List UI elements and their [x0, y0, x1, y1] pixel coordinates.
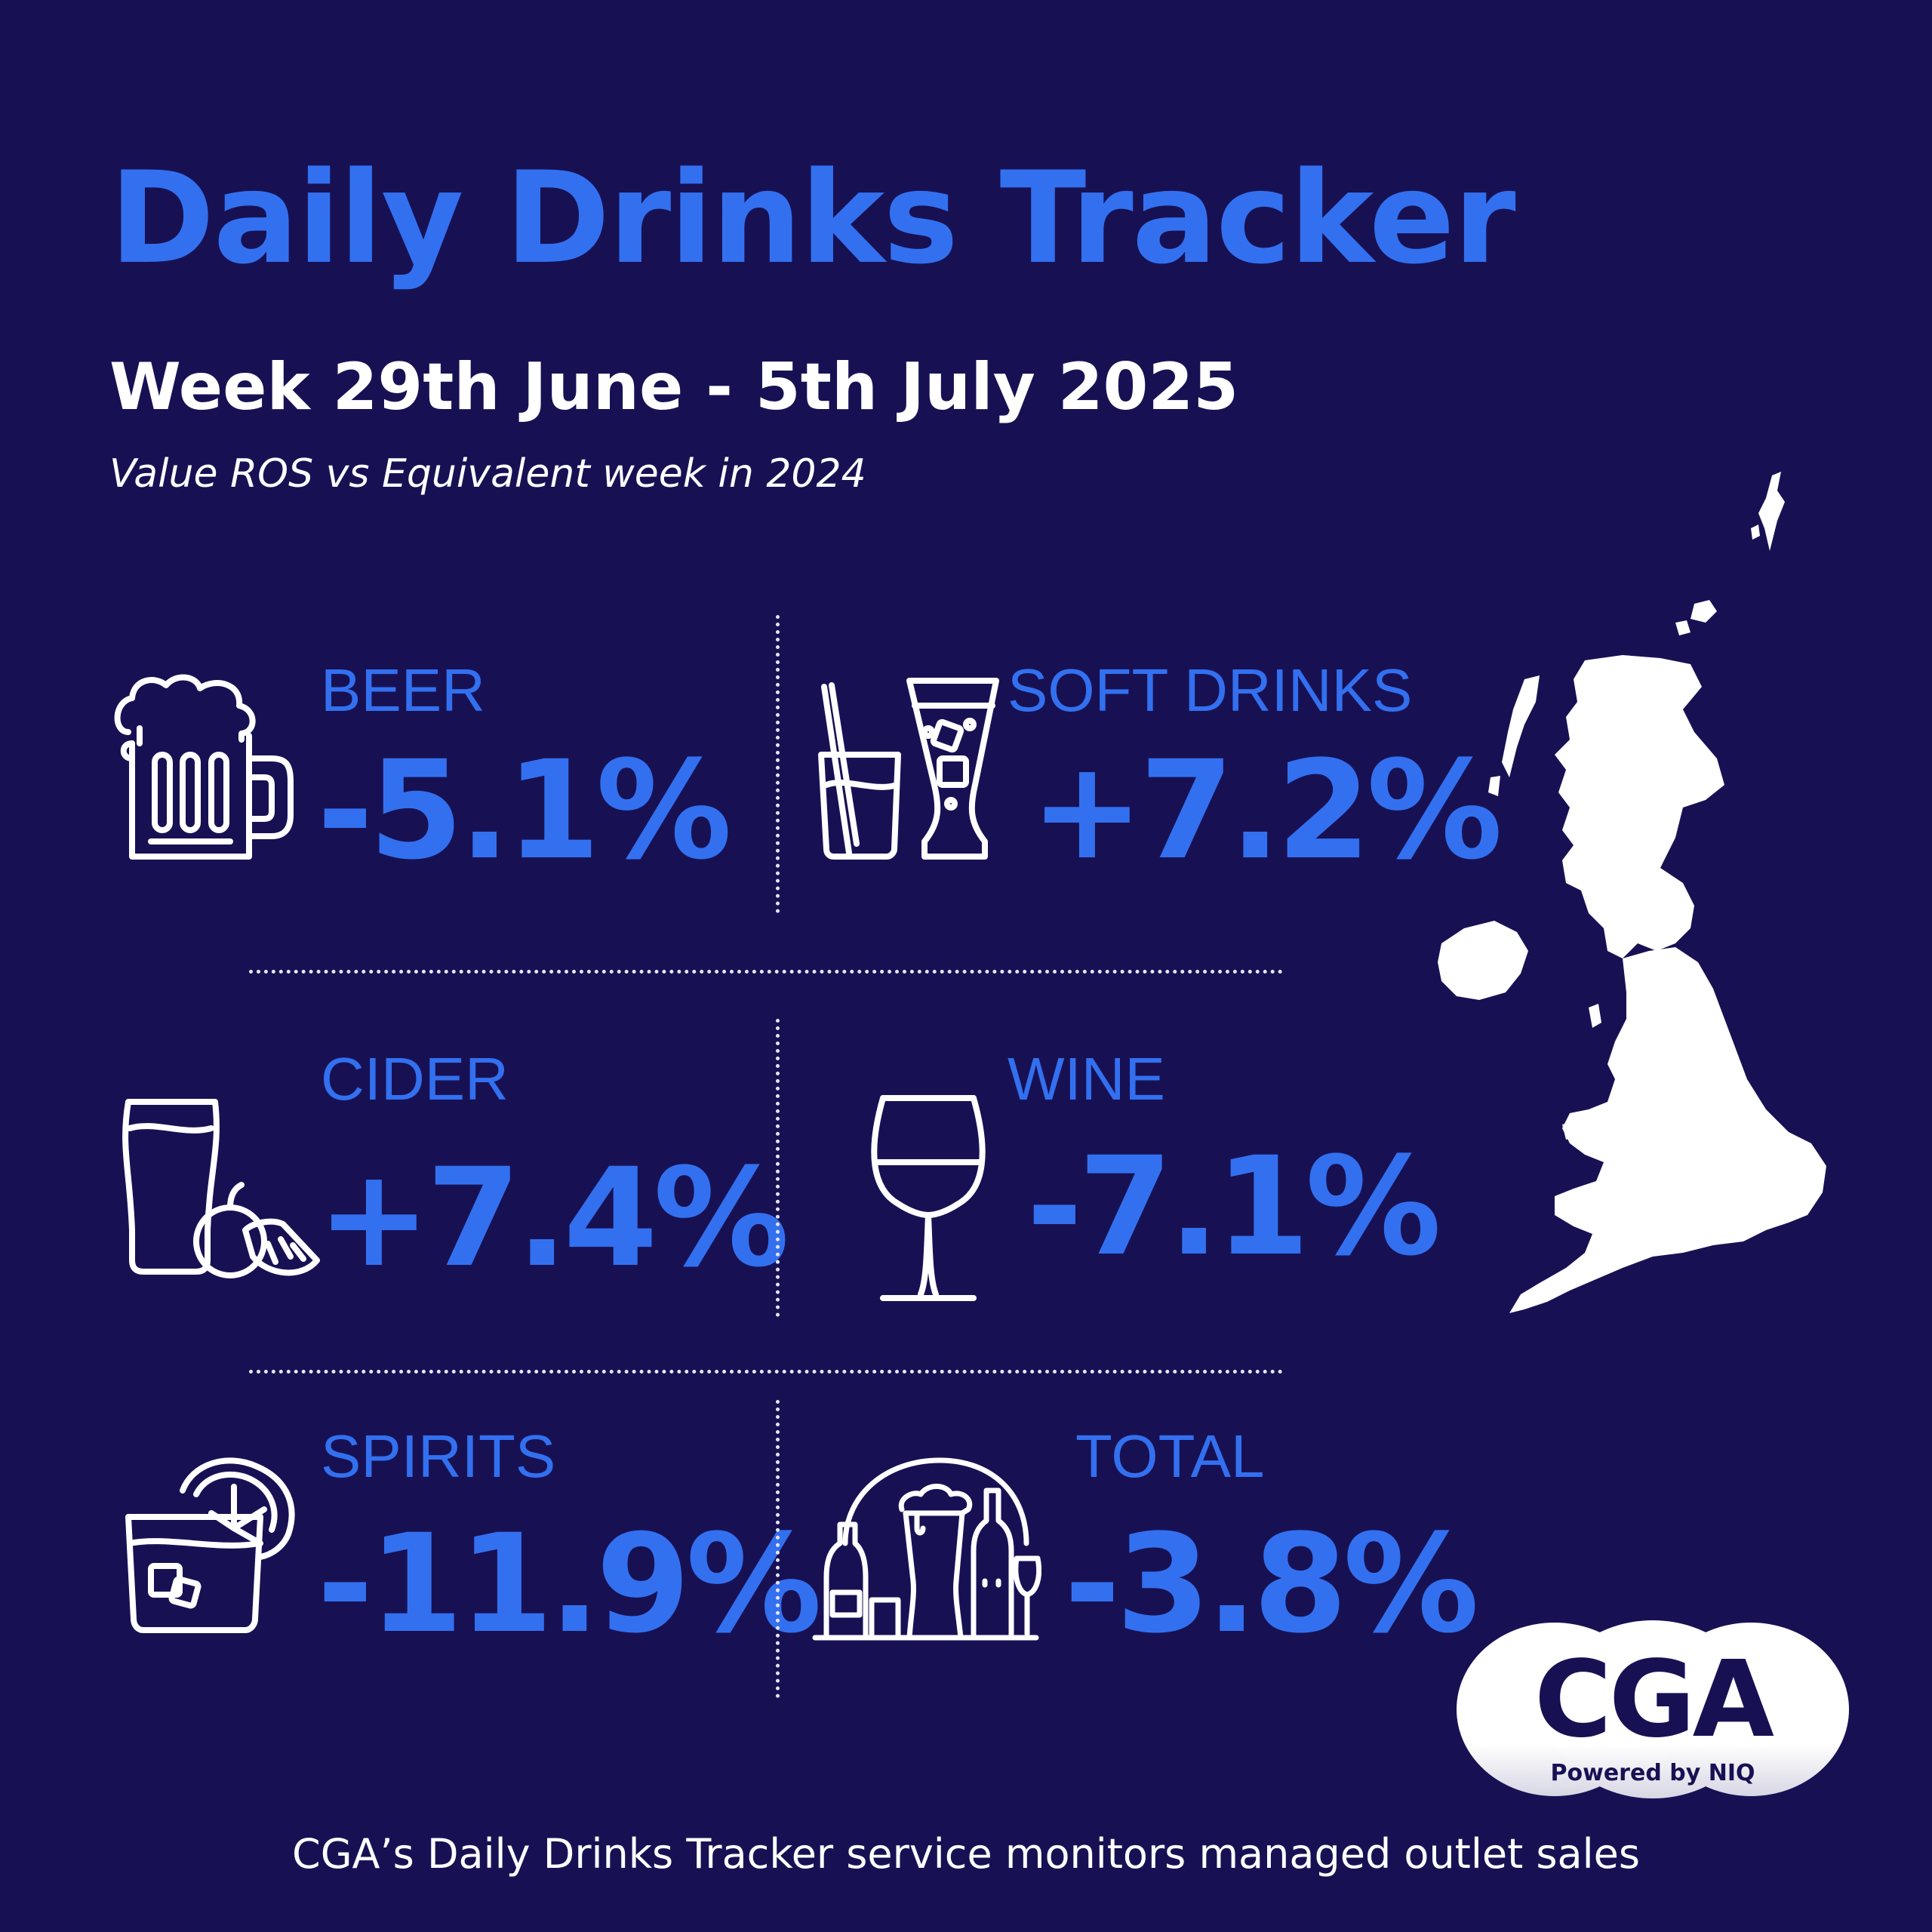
footer-note: CGA’s Daily Drinks Tracker service monit…	[291, 1830, 1640, 1878]
divider-horizontal-1	[249, 970, 1283, 974]
wine-value: -7.1%	[1026, 1128, 1441, 1286]
cider-value: +7.4%	[317, 1140, 789, 1297]
wine-label: WINE	[1008, 1045, 1165, 1112]
soft-drinks-value: +7.2%	[1030, 732, 1503, 890]
cider-glass-icon	[121, 1094, 325, 1283]
drinks-collection-icon	[811, 1453, 1041, 1645]
cider-label: CIDER	[321, 1045, 509, 1112]
total-label: TOTAL	[1075, 1423, 1265, 1490]
wine-glass-icon	[868, 1091, 989, 1306]
uk-map-icon	[1434, 460, 1909, 1331]
week-range: Week 29th June - 5th July 2025	[109, 349, 1239, 425]
divider-vertical-row3	[776, 1400, 780, 1698]
page-title: Daily Drinks Tracker	[109, 144, 1516, 292]
beer-label: BEER	[321, 657, 485, 724]
logo-tagline: Powered by NIQ	[1550, 1760, 1755, 1786]
spirits-label: SPIRITS	[321, 1423, 556, 1490]
divider-vertical-row2	[776, 1019, 780, 1317]
divider-horizontal-2	[249, 1370, 1283, 1374]
divider-vertical-row1	[776, 615, 780, 913]
soft-drinks-icon	[815, 672, 1000, 860]
cga-logo: CGA Powered by NIQ	[1453, 1619, 1853, 1800]
total-value: -3.8%	[1064, 1506, 1479, 1663]
spirits-glass-icon	[121, 1453, 306, 1634]
comparison-subtitle: Value ROS vs Equivalent week in 2024	[109, 451, 866, 497]
beer-mug-icon	[109, 672, 298, 868]
soft-drinks-label: SOFT DRINKS	[1008, 657, 1413, 724]
beer-value: -5.1%	[317, 732, 732, 890]
spirits-value: -11.9%	[317, 1506, 822, 1663]
logo-wordmark: CGA	[1534, 1638, 1774, 1761]
